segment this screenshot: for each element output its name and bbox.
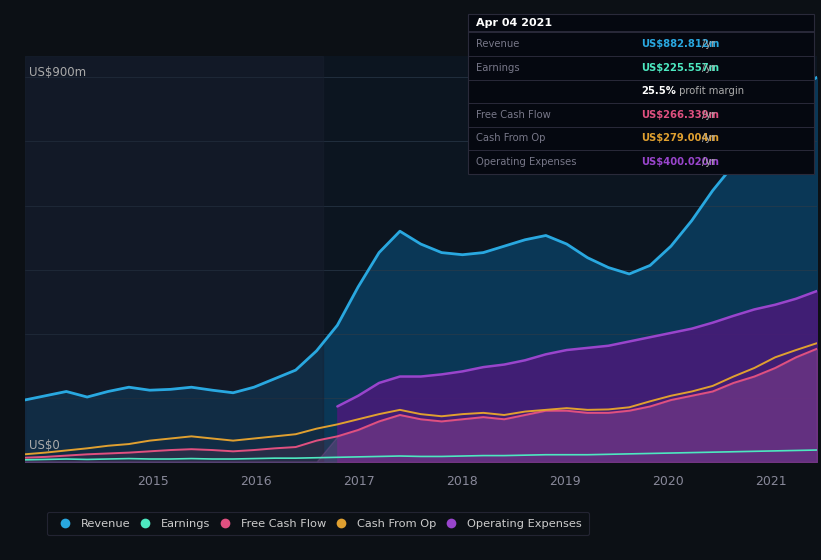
Text: Operating Expenses: Operating Expenses <box>476 157 576 167</box>
Text: /yr: /yr <box>702 110 715 120</box>
Text: Free Cash Flow: Free Cash Flow <box>476 110 551 120</box>
Text: US$266.339m: US$266.339m <box>641 110 719 120</box>
Text: US$225.557m: US$225.557m <box>641 63 719 73</box>
Text: Earnings: Earnings <box>476 63 520 73</box>
Text: US$0: US$0 <box>29 439 59 452</box>
Text: /yr: /yr <box>702 133 715 143</box>
Text: Apr 04 2021: Apr 04 2021 <box>476 18 553 28</box>
Text: /yr: /yr <box>702 157 715 167</box>
Text: US$900m: US$900m <box>29 66 85 79</box>
Text: /yr: /yr <box>702 39 715 49</box>
Text: Cash From Op: Cash From Op <box>476 133 546 143</box>
Text: US$279.004m: US$279.004m <box>641 133 719 143</box>
Text: /yr: /yr <box>702 63 715 73</box>
Text: profit margin: profit margin <box>676 86 744 96</box>
Text: US$882.812m: US$882.812m <box>641 39 719 49</box>
Legend: Revenue, Earnings, Free Cash Flow, Cash From Op, Operating Expenses: Revenue, Earnings, Free Cash Flow, Cash … <box>47 512 589 535</box>
Text: 25.5%: 25.5% <box>641 86 676 96</box>
Text: US$400.020m: US$400.020m <box>641 157 719 167</box>
Text: Revenue: Revenue <box>476 39 520 49</box>
Bar <box>25 56 323 462</box>
